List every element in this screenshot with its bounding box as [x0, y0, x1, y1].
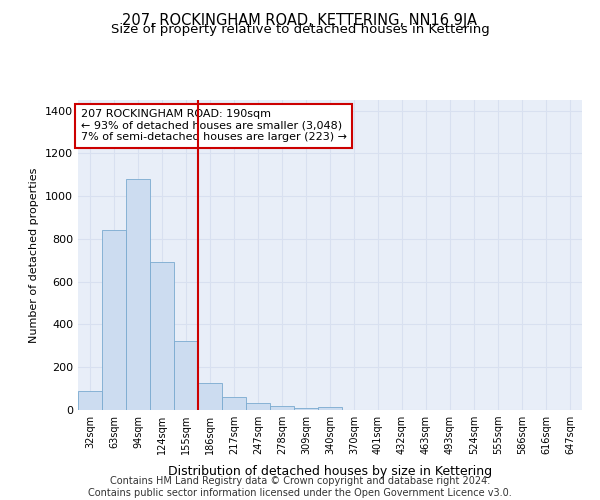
Bar — [318, 407, 342, 410]
Bar — [150, 262, 174, 410]
X-axis label: Distribution of detached houses by size in Kettering: Distribution of detached houses by size … — [168, 466, 492, 478]
Bar — [222, 397, 246, 410]
Bar — [246, 402, 270, 410]
Text: 207, ROCKINGHAM ROAD, KETTERING, NN16 9JA: 207, ROCKINGHAM ROAD, KETTERING, NN16 9J… — [122, 12, 478, 28]
Bar — [294, 408, 318, 410]
Bar — [174, 340, 198, 410]
Text: Size of property relative to detached houses in Kettering: Size of property relative to detached ho… — [110, 22, 490, 36]
Bar — [78, 391, 102, 410]
Y-axis label: Number of detached properties: Number of detached properties — [29, 168, 40, 342]
Bar — [126, 179, 150, 410]
Bar — [270, 406, 294, 410]
Text: 207 ROCKINGHAM ROAD: 190sqm
← 93% of detached houses are smaller (3,048)
7% of s: 207 ROCKINGHAM ROAD: 190sqm ← 93% of det… — [80, 110, 347, 142]
Bar — [102, 230, 126, 410]
Text: Contains HM Land Registry data © Crown copyright and database right 2024.
Contai: Contains HM Land Registry data © Crown c… — [88, 476, 512, 498]
Bar — [198, 384, 222, 410]
